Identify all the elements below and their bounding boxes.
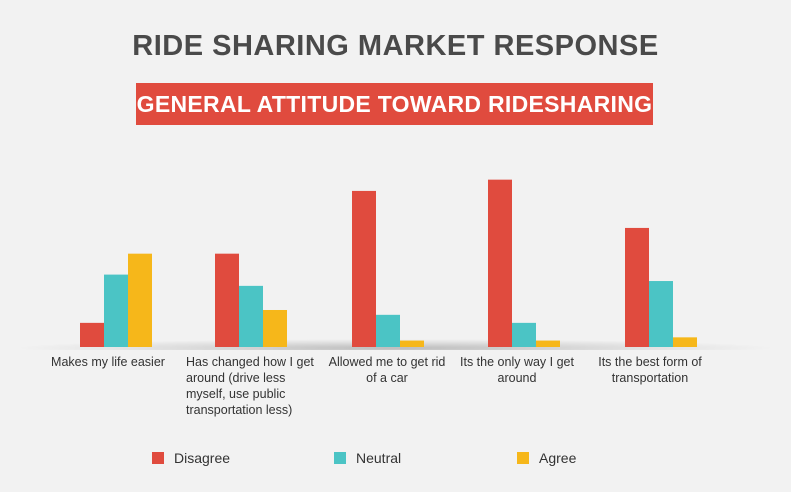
- bar-disagree-4: [488, 179, 512, 347]
- bar-agree-1: [128, 253, 152, 347]
- legend-label-neutral: Neutral: [356, 450, 402, 466]
- bar-agree-4: [536, 340, 560, 347]
- category-label-3: Allowed me to get rid of a car: [328, 355, 446, 385]
- legend-swatch-disagree: [152, 452, 164, 464]
- bar-disagree-3: [352, 190, 376, 347]
- legend-swatch-agree: [517, 452, 529, 464]
- category-label-4: Its the only way I get around: [460, 355, 574, 385]
- category-label-5: Its the best form of transportation: [598, 355, 702, 385]
- category-label-2: Has changed how I get around (drive less…: [186, 355, 314, 417]
- bar-neutral-5: [649, 281, 673, 347]
- bar-neutral-3: [376, 314, 400, 347]
- bar-disagree-5: [625, 227, 649, 347]
- bar-neutral-1: [104, 274, 128, 347]
- bar-agree-5: [673, 337, 697, 347]
- chart-title: RIDE SHARING MARKET RESPONSE: [132, 30, 659, 62]
- bar-neutral-4: [512, 322, 536, 347]
- chart-subtitle: GENERAL ATTITUDE TOWARD RIDESHARING: [136, 91, 653, 117]
- bar-agree-2: [263, 309, 287, 347]
- bar-agree-3: [400, 340, 424, 347]
- legend-label-agree: Agree: [539, 450, 577, 466]
- subtitle-banner: GENERAL ATTITUDE TOWARD RIDESHARING: [136, 83, 653, 125]
- bar-chart: [15, 179, 775, 350]
- legend-label-disagree: Disagree: [174, 450, 231, 466]
- legend-swatch-neutral: [334, 452, 346, 464]
- bar-disagree-1: [80, 322, 104, 347]
- category-label-1: Makes my life easier: [51, 355, 165, 369]
- bar-disagree-2: [215, 253, 239, 347]
- bar-neutral-2: [239, 285, 263, 347]
